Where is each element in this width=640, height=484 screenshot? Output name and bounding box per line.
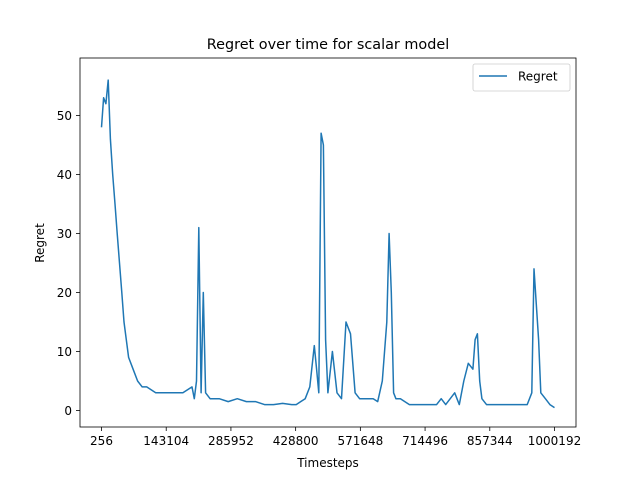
legend: Regret <box>472 63 571 92</box>
y-axis: 0 10 20 30 40 50 <box>57 109 80 418</box>
x-axis: 256 143104 285952 428800 571648 714496 857344 1… <box>90 427 581 448</box>
y-tick-label: 50 <box>57 109 72 123</box>
y-axis-label: Regret <box>33 223 47 263</box>
y-tick-label: 0 <box>64 404 72 418</box>
x-tick-label: 256 <box>90 434 113 448</box>
y-tick-label: 30 <box>57 227 72 241</box>
x-tick-label: 428800 <box>273 434 319 448</box>
plot-frame <box>79 57 577 428</box>
y-tick-label: 20 <box>57 286 72 300</box>
x-tick-label: 571648 <box>337 434 383 448</box>
chart-title: Regret over time for scalar model <box>207 37 449 53</box>
legend-label-regret: Regret <box>518 70 558 84</box>
series-line-regret <box>100 79 555 409</box>
y-tick-label: 40 <box>57 168 72 182</box>
x-axis-label: Timesteps <box>296 456 359 470</box>
y-tick-label: 10 <box>57 345 72 359</box>
x-tick-label: 714496 <box>402 434 448 448</box>
series-layer <box>100 79 555 409</box>
x-tick-label: 1000192 <box>528 434 581 448</box>
legend-box <box>472 63 571 92</box>
x-tick-label: 857344 <box>467 434 513 448</box>
x-tick-label: 143104 <box>143 434 189 448</box>
x-tick-label: 285952 <box>208 434 254 448</box>
